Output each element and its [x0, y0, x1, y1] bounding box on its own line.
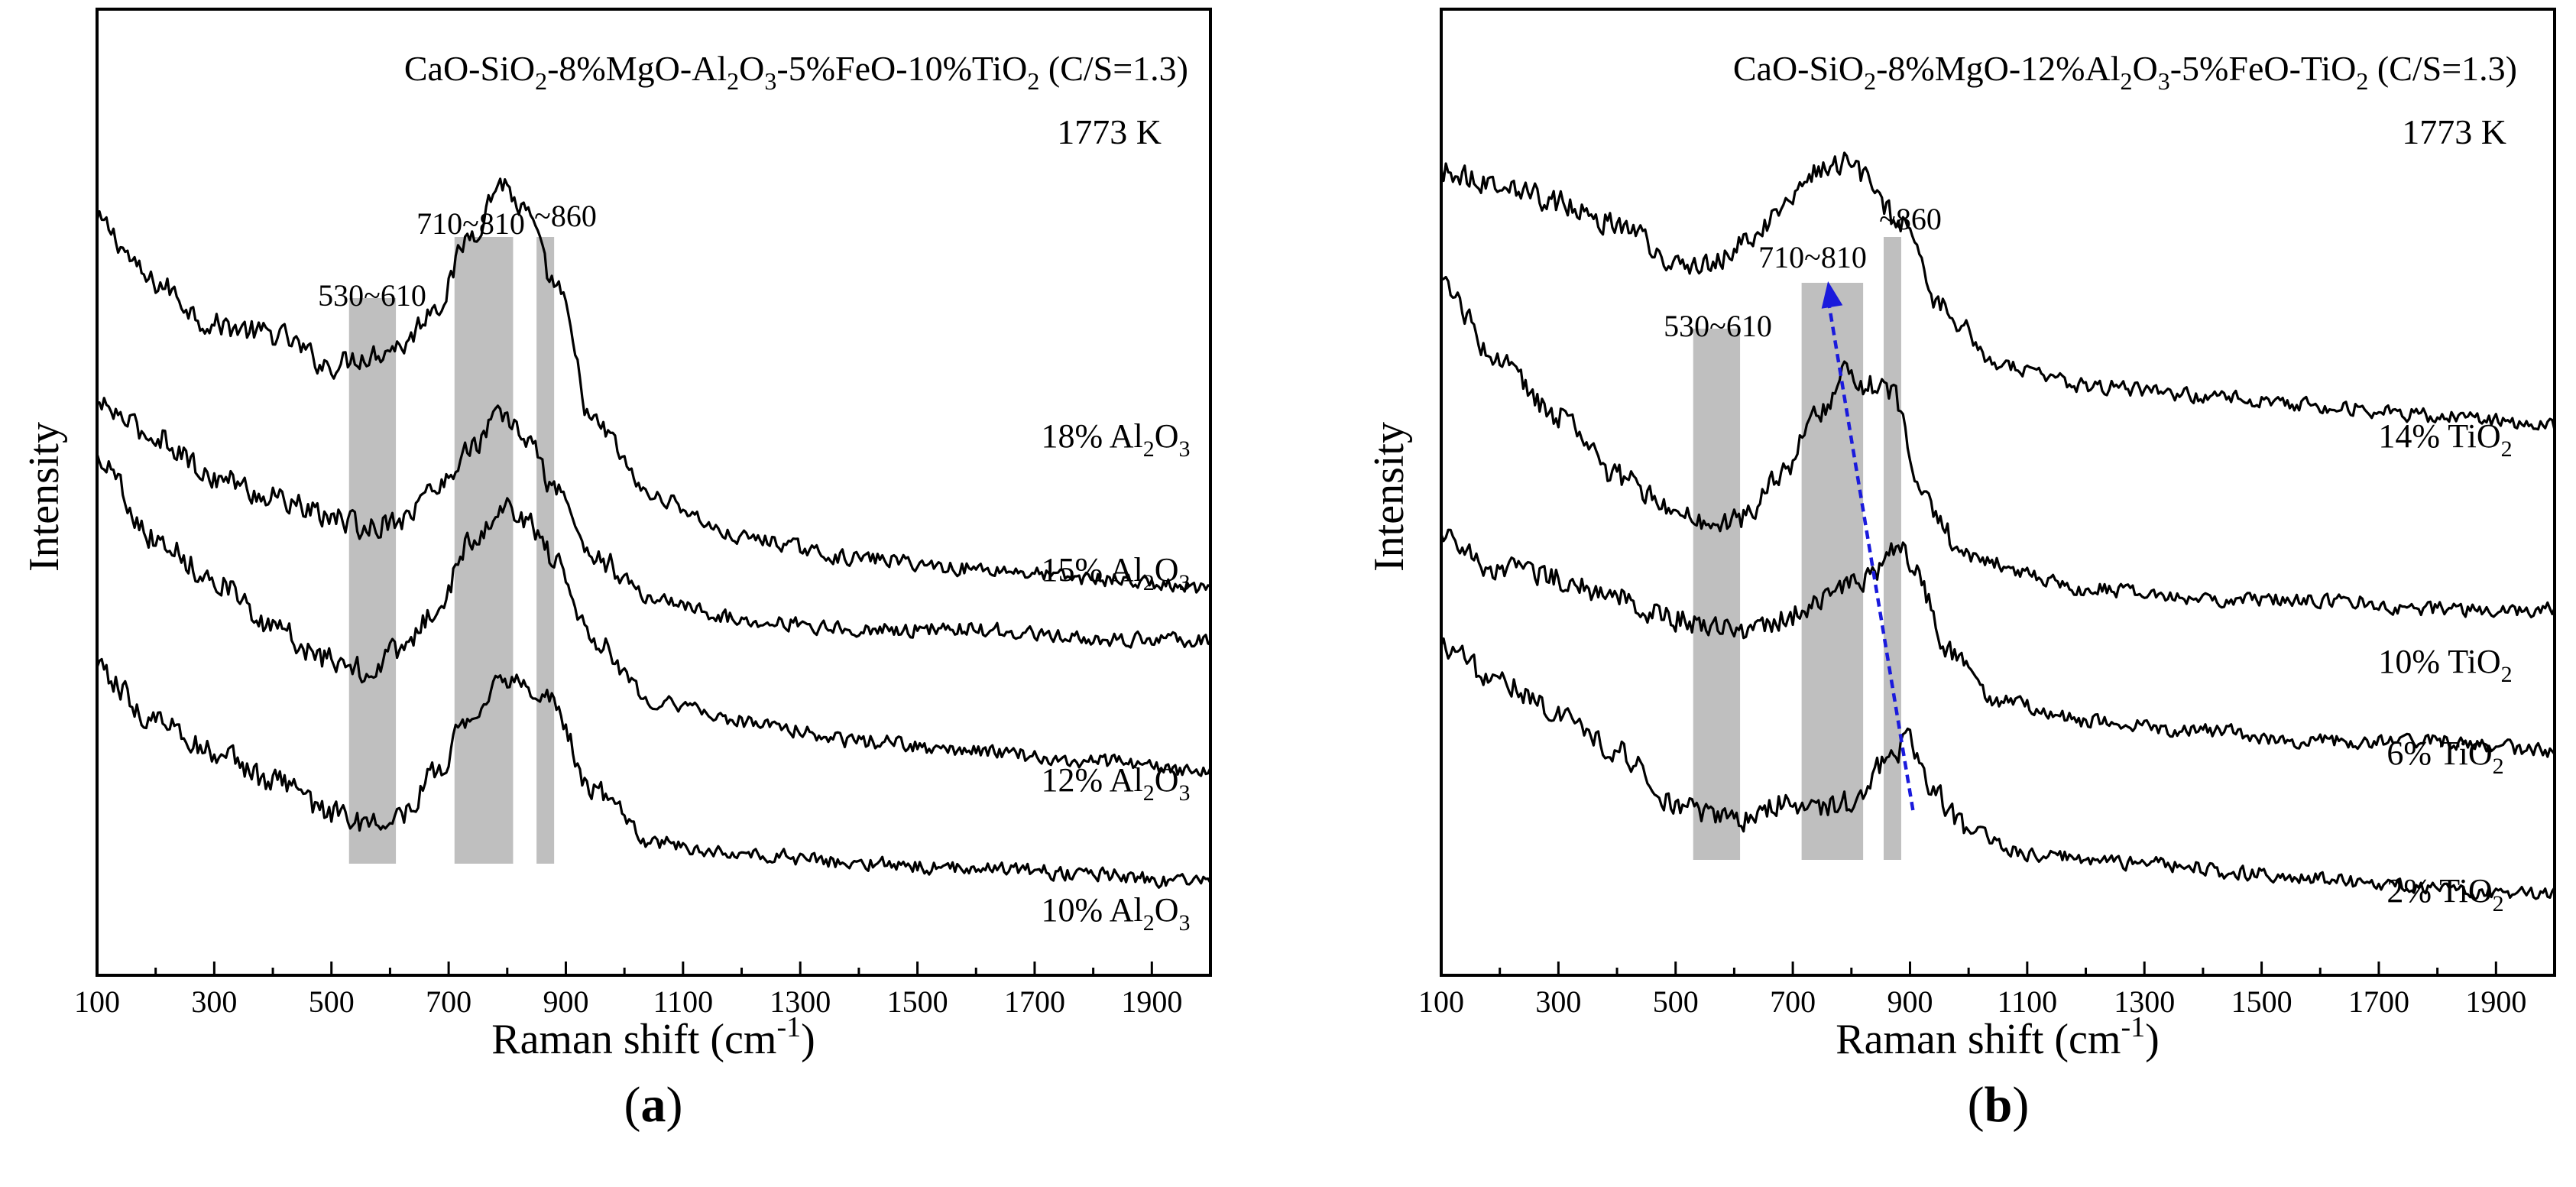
band-label-1: 710~810 — [1758, 240, 1867, 274]
panel-a-label: (a) — [624, 1077, 683, 1133]
series-label: 2% TiO2 — [2386, 872, 2503, 916]
series-labels: 14% TiO2 10% TiO2 6% TiO2 2% TiO2 — [2378, 417, 2512, 916]
tick-label: 1900 — [1121, 984, 1182, 1019]
band-label-0: 530~610 — [318, 278, 426, 313]
spectrum-line — [96, 397, 1211, 649]
band-labels: 530~610 710~810 ~860 — [1664, 202, 1942, 343]
x-ticks: 100 300 500 700 900 1100 1300 1500 1700 1900 — [74, 962, 1182, 1019]
y-axis-label: Intensity — [21, 422, 68, 572]
series-label: 12% Al2O3 — [1041, 761, 1190, 806]
arrow-line — [1826, 297, 1915, 811]
panel-b-chart: 100 300 500 700 900 1100 1300 1500 1700 1900 530~… — [1366, 8, 2556, 1063]
chart-title: CaO-SiO2-8%MgO-Al2O3-5%FeO-10%TiO2 (C/S=… — [404, 49, 1188, 95]
chart-title: CaO-SiO2-8%MgO-12%Al2O3-5%FeO-TiO2 (C/S=… — [1733, 49, 2517, 95]
tick-label: 100 — [74, 984, 120, 1019]
band-labels: 530~610 710~810 ~860 — [318, 199, 597, 313]
series-labels: 18% Al2O3 15% Al2O3 12% Al2O3 10% Al2O3 — [1041, 417, 1190, 936]
x-ticks: 100 300 500 700 900 1100 1300 1500 1700 1900 — [1418, 962, 2526, 1019]
spectra-series — [1440, 151, 2556, 901]
spectrum-line — [96, 453, 1212, 777]
tick-label: 300 — [1535, 984, 1581, 1019]
band-label-2: ~860 — [1879, 202, 1942, 236]
tick-label: 500 — [309, 984, 355, 1019]
series-label: 18% Al2O3 — [1041, 417, 1190, 462]
series-label: 10% Al2O3 — [1041, 891, 1190, 936]
spectrum-line — [1440, 151, 2556, 431]
tick-label: 500 — [1653, 984, 1699, 1019]
series-label: 15% Al2O3 — [1041, 551, 1190, 595]
tick-label: 1500 — [887, 984, 948, 1019]
band-0 — [348, 298, 397, 864]
y-axis-label: Intensity — [1366, 422, 1413, 572]
tick-label: 900 — [543, 984, 588, 1019]
tick-label: 1500 — [2231, 984, 2292, 1019]
x-axis-label: Raman shift (cm-1) — [1836, 1011, 2160, 1063]
spectrum-line — [96, 657, 1212, 889]
tick-label: 1700 — [1004, 984, 1065, 1019]
band-1 — [1801, 283, 1864, 860]
tick-label: 1300 — [770, 984, 831, 1019]
spectrum-line — [1440, 528, 2556, 758]
band-label-0: 530~610 — [1664, 309, 1772, 343]
spectra-series — [96, 177, 1212, 889]
band-label-2: ~860 — [534, 199, 597, 233]
spectrum-line — [1440, 276, 2556, 618]
tick-label: 1900 — [2465, 984, 2526, 1019]
tick-label: 1700 — [2348, 984, 2409, 1019]
x-axis-label: Raman shift (cm-1) — [491, 1011, 815, 1063]
band-label-1: 710~810 — [416, 206, 525, 241]
panel-a-chart: 100 300 500 700 900 1100 1300 1500 1700 1900 530~… — [21, 8, 1212, 1063]
plot-frame — [1440, 8, 2556, 977]
tick-label: 700 — [426, 984, 471, 1019]
peak-shift-arrow — [1821, 281, 1915, 811]
spectrum-line — [1440, 637, 2556, 901]
panel-b-label: (b) — [1967, 1077, 2030, 1133]
series-label: 14% TiO2 — [2378, 417, 2512, 462]
temperature-label: 1773 K — [1057, 112, 1162, 151]
arrow-head — [1821, 281, 1843, 309]
tick-label: 900 — [1887, 984, 1933, 1019]
tick-label: 100 — [1418, 984, 1464, 1019]
spectrum-line — [96, 177, 1211, 594]
temperature-label: 1773 K — [2402, 112, 2506, 151]
tick-label: 300 — [191, 984, 237, 1019]
tick-label: 1100 — [653, 984, 714, 1019]
tick-label: 700 — [1770, 984, 1816, 1019]
tick-label: 1100 — [1998, 984, 2058, 1019]
plot-frame — [96, 8, 1212, 977]
series-label: 10% TiO2 — [2378, 643, 2512, 687]
band-0 — [1693, 329, 1741, 860]
series-label: 6% TiO2 — [2386, 735, 2503, 779]
band-group — [348, 237, 555, 864]
tick-label: 1300 — [2114, 984, 2175, 1019]
